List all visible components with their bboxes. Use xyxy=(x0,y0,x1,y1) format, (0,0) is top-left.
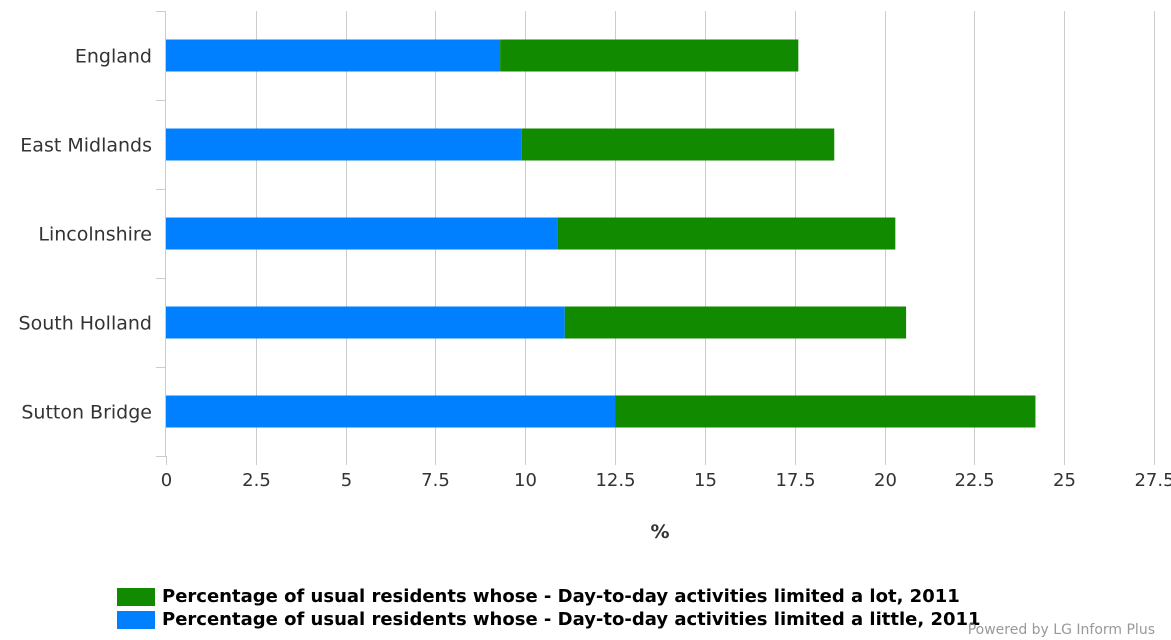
credit-text: Powered by LG Inform Plus xyxy=(967,622,1155,638)
legend-label-little: Percentage of usual residents whose - Da… xyxy=(162,609,981,630)
legend-item-little[interactable]: Percentage of usual residents whose - Da… xyxy=(117,608,1117,631)
x-tick-label: 5 xyxy=(341,470,352,491)
category-labels: England East Midlands Lincolnshire South Ho… xyxy=(19,46,152,424)
axes xyxy=(156,11,1155,465)
category-label: Lincolnshire xyxy=(38,224,152,246)
bar-limited-a-little[interactable] xyxy=(166,128,522,161)
x-tick-label: 22.5 xyxy=(954,470,994,491)
x-tick-label: 10 xyxy=(514,470,537,491)
bar-limited-a-little[interactable] xyxy=(166,217,558,250)
x-axis-title: % xyxy=(650,521,669,543)
legend: Percentage of usual residents whose - Da… xyxy=(117,585,1117,631)
bar-limited-a-lot[interactable] xyxy=(521,128,835,161)
x-tick-label: 12.5 xyxy=(595,470,635,491)
bar-limited-a-lot[interactable] xyxy=(557,217,896,250)
category-label: South Holland xyxy=(19,313,152,335)
bar-limited-a-little[interactable] xyxy=(166,39,501,72)
legend-item-lot[interactable]: Percentage of usual residents whose - Da… xyxy=(117,585,1117,608)
x-tick-label: 7.5 xyxy=(421,470,450,491)
bars xyxy=(166,39,1036,428)
x-tick-labels: 0 2.5 5 7.5 10 12.5 15 17.5 20 22.5 25 27.5 xyxy=(161,470,1171,491)
x-tick-label: 15 xyxy=(694,470,717,491)
x-tick-label: 25 xyxy=(1053,470,1076,491)
x-tick-label: 0 xyxy=(161,470,172,491)
bar-limited-a-lot[interactable] xyxy=(500,39,799,72)
x-tick-label: 27.5 xyxy=(1134,470,1171,491)
category-label: East Midlands xyxy=(20,135,152,157)
bar-limited-a-lot[interactable] xyxy=(615,395,1036,428)
bar-limited-a-lot[interactable] xyxy=(564,306,907,339)
legend-swatch-lot xyxy=(117,587,155,606)
x-tick-label: 17.5 xyxy=(775,470,815,491)
category-label: England xyxy=(75,46,152,68)
x-tick-label: 20 xyxy=(874,470,897,491)
category-label: Sutton Bridge xyxy=(21,402,152,424)
legend-label-lot: Percentage of usual residents whose - Da… xyxy=(162,586,960,607)
bar-limited-a-little[interactable] xyxy=(166,395,616,428)
x-tick-label: 2.5 xyxy=(242,470,271,491)
bar-limited-a-little[interactable] xyxy=(166,306,565,339)
legend-swatch-little xyxy=(117,610,155,629)
